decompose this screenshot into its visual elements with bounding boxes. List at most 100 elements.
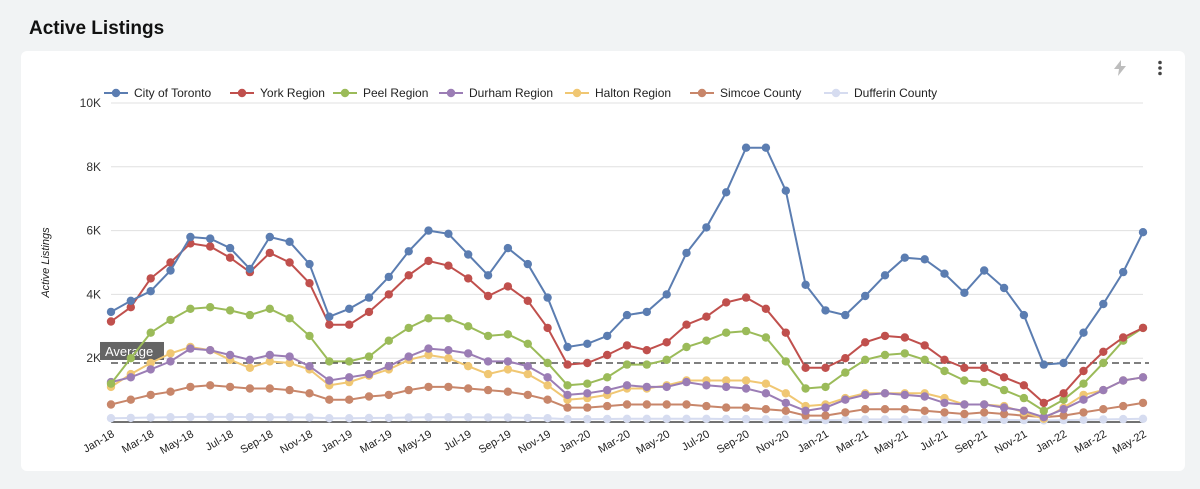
legend-item[interactable]: Dufferin County — [824, 86, 937, 100]
data-point — [1099, 385, 1108, 395]
data-point — [166, 266, 175, 275]
x-tick-label: Jan-21 — [796, 428, 831, 455]
data-point — [126, 413, 135, 423]
data-point — [980, 363, 989, 372]
data-point — [245, 310, 255, 320]
data-point — [444, 314, 453, 323]
data-point — [543, 323, 552, 333]
data-point — [285, 314, 294, 323]
data-point — [900, 333, 909, 342]
data-point — [642, 360, 651, 369]
legend-item[interactable]: City of Toronto — [104, 86, 211, 100]
legend-item[interactable]: York Region — [230, 86, 325, 100]
data-point — [166, 387, 175, 396]
data-point — [920, 355, 929, 364]
data-point — [444, 229, 453, 238]
data-point — [464, 362, 473, 371]
data-point — [503, 243, 513, 253]
legend-label: City of Toronto — [134, 86, 211, 100]
data-point — [186, 382, 195, 392]
data-point — [523, 296, 532, 305]
legend-item[interactable]: Peel Region — [333, 86, 428, 100]
data-point — [424, 413, 433, 422]
more-vertical-icon[interactable] — [1149, 57, 1171, 79]
data-point — [722, 188, 731, 197]
x-tick-label: Sep-19 — [477, 428, 514, 456]
data-point — [126, 303, 135, 312]
data-point — [960, 363, 969, 372]
legend-marker — [572, 88, 582, 98]
data-point — [563, 414, 572, 424]
data-point — [483, 385, 493, 395]
series-york-region — [106, 239, 1148, 408]
data-point — [464, 274, 473, 283]
data-point — [1039, 413, 1048, 422]
data-point — [841, 408, 850, 417]
data-point — [702, 401, 711, 411]
data-point — [1039, 398, 1048, 408]
data-point — [1099, 358, 1108, 368]
legend-item[interactable]: Simcoe County — [690, 86, 801, 100]
data-point — [821, 306, 830, 315]
x-tick-label: Jul-18 — [204, 428, 236, 453]
data-point — [682, 377, 691, 387]
data-point — [225, 306, 235, 315]
data-point — [960, 376, 969, 385]
x-tick-labels: Jan-18 Mar-18 May-18 Jul-18 Sep-18 Nov-18 Jan-… — [81, 428, 1148, 457]
data-point — [265, 413, 274, 422]
data-point — [126, 395, 135, 404]
data-point — [325, 395, 334, 404]
x-tick-label: Mar-19 — [358, 428, 394, 456]
data-point — [1059, 405, 1068, 414]
data-point — [702, 223, 711, 232]
data-point — [1019, 406, 1029, 415]
data-point — [543, 381, 552, 390]
legend-marker — [697, 88, 707, 98]
data-point — [781, 328, 790, 337]
data-point — [900, 253, 909, 262]
data-point — [225, 243, 235, 253]
legend-marker — [111, 88, 121, 98]
chart-card: 2K 4K 6K 8K 10K Active Listings Jan-18 Mar-18 Ma… — [21, 51, 1185, 471]
legend-marker — [237, 88, 247, 98]
legend-item[interactable]: Halton Region — [565, 86, 671, 100]
data-point — [841, 395, 850, 404]
data-point — [483, 413, 493, 422]
data-point — [940, 398, 949, 408]
data-point — [285, 413, 294, 422]
data-point — [741, 293, 751, 302]
data-point — [1019, 310, 1029, 320]
data-point — [543, 373, 552, 382]
data-point — [305, 362, 314, 371]
data-point — [781, 389, 790, 398]
data-point — [980, 415, 989, 424]
data-point — [325, 414, 334, 423]
legend-label: Durham Region — [469, 86, 553, 100]
data-point — [126, 354, 135, 363]
data-point — [126, 373, 135, 382]
x-tick-label: Mar-22 — [1073, 428, 1109, 456]
data-point — [801, 363, 810, 372]
data-point — [523, 259, 532, 269]
data-point — [325, 312, 334, 321]
data-point — [682, 248, 691, 258]
lightning-bolt-icon[interactable] — [1109, 57, 1131, 79]
data-point — [206, 346, 215, 355]
data-point — [841, 354, 850, 363]
data-point — [106, 307, 116, 317]
data-point — [206, 381, 215, 390]
data-point — [345, 320, 354, 329]
data-point — [603, 373, 612, 382]
legend-item[interactable]: Durham Region — [439, 86, 553, 100]
legend-label: Halton Region — [595, 86, 671, 100]
data-point — [801, 406, 810, 415]
data-point — [920, 392, 929, 401]
data-point — [642, 346, 651, 355]
data-point — [146, 358, 155, 368]
data-point — [642, 382, 651, 392]
data-point — [1059, 411, 1068, 420]
data-point — [662, 355, 671, 364]
data-point — [583, 358, 592, 368]
data-point — [245, 264, 255, 274]
data-point — [1059, 358, 1068, 368]
